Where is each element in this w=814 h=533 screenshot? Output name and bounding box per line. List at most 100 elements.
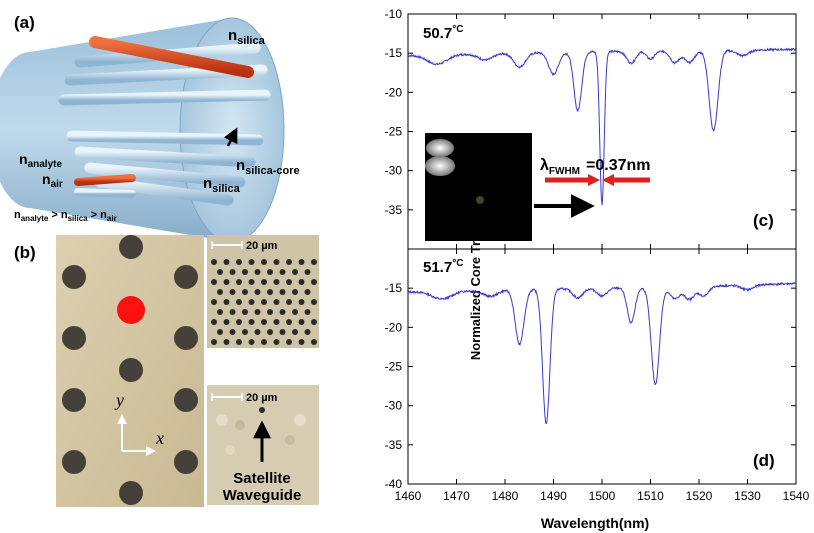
lattice-hole: [292, 289, 298, 295]
lattice-hole: [267, 329, 273, 335]
ytick-label: -10: [385, 7, 403, 21]
ytick-label: -20: [385, 320, 403, 334]
lattice-hole: [261, 339, 267, 345]
lattice-hole: [273, 339, 280, 345]
lattice-hole: [211, 259, 217, 265]
ytick-label: -35: [385, 438, 403, 452]
lattice-hole: [279, 329, 286, 335]
lattice-hole: [267, 309, 273, 315]
xtick-label: 1480: [492, 489, 519, 503]
label-n-analyte: nanalyte: [19, 151, 62, 170]
scale-bar-top-label: 20 µm: [246, 240, 278, 252]
xtick-label: 1520: [686, 489, 713, 503]
lattice-hole: [298, 279, 305, 285]
temp-label-d: 51.7°C: [423, 258, 463, 276]
label-n-air: nair: [42, 171, 63, 190]
lattice-hole: [261, 279, 267, 285]
lattice-hole: [254, 269, 261, 275]
lattice-hole: [236, 299, 242, 305]
plot-d-trace: [407, 281, 797, 425]
lattice-hole: [292, 309, 298, 315]
lattice-hole: [229, 329, 236, 335]
silica-core-arrow: [223, 127, 238, 147]
ytick-label: -15: [385, 46, 403, 60]
lattice-hole: [242, 309, 248, 315]
lattice-hole: [311, 299, 317, 305]
xtick-label: 1470: [443, 489, 470, 503]
lattice-hole: [223, 279, 230, 285]
lattice-hole: [223, 339, 230, 345]
axis-y-label: y: [114, 390, 124, 410]
xtick-label: 1490: [540, 489, 567, 503]
lattice-hole: [236, 339, 242, 345]
lattice-hole: [304, 289, 311, 295]
legend-air-rod: [74, 188, 136, 198]
lattice-hole: [279, 289, 286, 295]
plot-c-ytick-labels: -10 -15 -20 -25 -30 -35: [385, 7, 403, 217]
lattice-hole: [279, 269, 286, 275]
lattice-hole: [254, 329, 261, 335]
lattice-hole: [248, 319, 255, 325]
ytick-label: -15: [385, 281, 403, 295]
lattice-hole: [286, 279, 292, 285]
scale-bar-bottom-label: 20 µm: [246, 392, 278, 404]
satellite-label-line1: Satellite: [233, 470, 291, 487]
lattice-hole: [298, 299, 305, 305]
inset-mode-image: [425, 133, 532, 241]
lattice-hole: [248, 299, 255, 305]
ytick-label: -40: [385, 477, 403, 491]
analyte-hole-marker: [117, 296, 145, 324]
micrograph-satellite: [207, 385, 319, 505]
lattice-hole: [267, 289, 273, 295]
lattice-hole: [242, 329, 248, 335]
satellite-label-line2: Waveguide: [223, 487, 302, 504]
label-n-silica-core: nsilica-core: [236, 157, 300, 177]
lattice-hole: [236, 319, 242, 325]
lattice-hole: [286, 259, 292, 265]
lattice-hole: [211, 279, 217, 285]
lattice-hole: [273, 319, 280, 325]
lattice-hole: [242, 269, 248, 275]
lattice-hole: [229, 309, 236, 315]
lattice-hole: [311, 319, 317, 325]
plot-d-ytick-labels: -15 -20 -25 -30 -35 -40: [385, 281, 403, 491]
lattice-hole: [229, 269, 236, 275]
lattice-hole: [248, 279, 255, 285]
lattice-hole: [261, 259, 267, 265]
panel-c-label: (c): [753, 211, 774, 230]
lattice-hole: [273, 299, 280, 305]
lattice-hole: [311, 279, 317, 285]
ytick-label: -35: [385, 203, 403, 217]
lattice-hole: [286, 339, 292, 345]
lattice-hole: [248, 339, 255, 345]
lattice-hole: [242, 289, 248, 295]
plot-d-frame: [407, 248, 797, 485]
ytick-label: -30: [385, 164, 403, 178]
lattice-hole: [298, 259, 305, 265]
lattice-hole: [298, 319, 305, 325]
ytick-label: -20: [385, 85, 403, 99]
xtick-label: 1540: [783, 489, 810, 503]
plot-c-trace: [407, 47, 797, 206]
lattice-hole: [261, 319, 267, 325]
micrograph-lattice: [207, 235, 319, 348]
fwhm-label: λFWHM =0.37nm: [540, 157, 651, 177]
ytick-label: -25: [385, 360, 403, 374]
panel-a-label: (a): [14, 13, 35, 32]
lattice-hole: [292, 329, 298, 335]
lattice-hole: [286, 299, 292, 305]
xtick-label: 1530: [734, 489, 761, 503]
lattice-hole: [223, 299, 230, 305]
lattice-hole: [211, 299, 217, 305]
lattice-hole: [304, 329, 311, 335]
analyte-filled-hole: [89, 36, 254, 78]
lattice-hole: [304, 309, 311, 315]
lattice-hole: [304, 269, 311, 275]
lattice-hole: [217, 329, 223, 335]
lattice-hole: [292, 269, 298, 275]
axis-x-label: x: [155, 428, 164, 448]
ytick-label: -25: [385, 125, 403, 139]
index-relation: nanalyte > nsilica > nair: [14, 209, 117, 223]
temp-label-c: 50.7°C: [423, 24, 463, 42]
